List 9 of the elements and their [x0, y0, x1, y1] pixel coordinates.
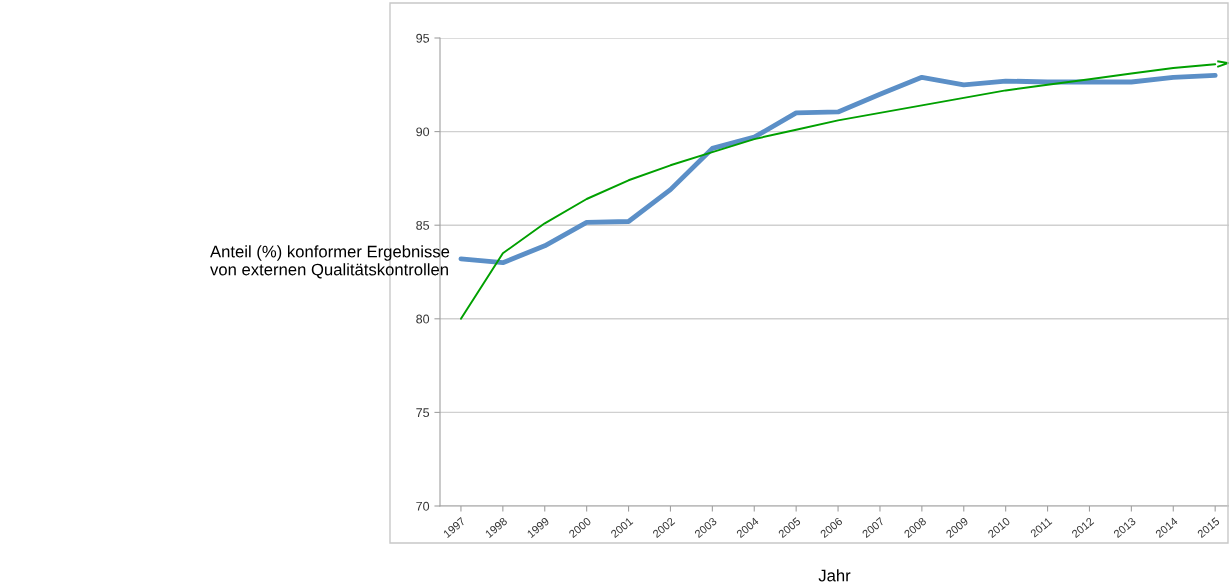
- y-tick-label: 85: [416, 221, 430, 230]
- y-tick-label: 70: [416, 501, 430, 511]
- y-axis-title: Anteil (%) konformer Ergebnisse von externen Qualitätskontrollen: [210, 245, 450, 279]
- y-tick-label: 90: [416, 127, 430, 137]
- line-series: [458, 73, 1218, 266]
- x-axis-title: Jahr: [818, 569, 851, 582]
- y-tick-label: 80: [416, 314, 430, 324]
- y-tick-label: 75: [416, 408, 430, 418]
- y-tick-label: 95: [416, 33, 430, 43]
